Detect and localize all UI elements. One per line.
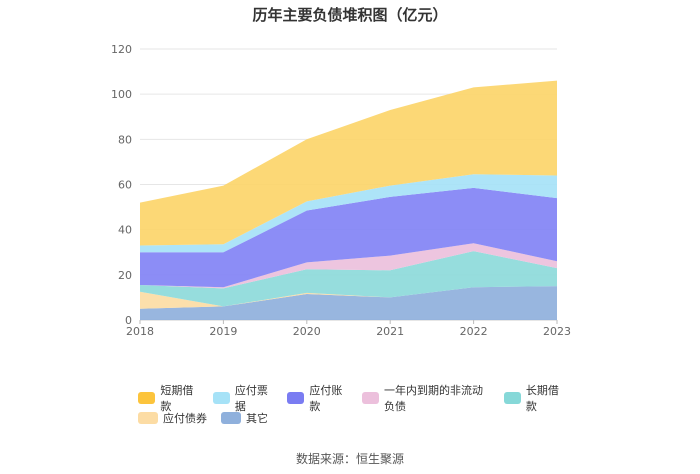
legend-item[interactable]: 应付账款 — [287, 382, 348, 414]
legend-item[interactable]: 应付票据 — [212, 382, 274, 414]
legend-row: 应付债券 其它 — [138, 408, 578, 428]
legend-row: 短期借款 应付票据 应付账款 一年内到期的非流动负债 长期借款 — [138, 384, 578, 413]
area-series-应付票据 — [140, 174, 557, 253]
area-layer — [140, 80, 557, 320]
legend-label: 其它 — [246, 412, 268, 425]
legend-swatch — [361, 392, 379, 404]
x-tick-label: 2018 — [126, 325, 154, 338]
y-tick-label: 100 — [111, 88, 132, 101]
legend-item[interactable]: 应付债券 — [138, 410, 207, 426]
x-tick-label: 2021 — [376, 325, 404, 338]
area-series-应付债券 — [140, 286, 557, 309]
legend-item[interactable]: 长期借款 — [503, 382, 565, 414]
y-tick-label: 80 — [118, 133, 132, 146]
y-tick-label: 0 — [125, 314, 132, 327]
y-tick-label: 60 — [118, 179, 132, 192]
legend-label: 应付票据 — [234, 384, 268, 413]
x-tick-label: 2020 — [293, 325, 321, 338]
y-tick-label: 40 — [118, 224, 132, 237]
legend-label: 长期借款 — [525, 384, 559, 413]
area-series-短期借款 — [140, 80, 557, 246]
legend-swatch — [287, 392, 305, 404]
area-series-一年内到期的非流动负债 — [140, 243, 557, 289]
x-tick-label: 2023 — [543, 325, 571, 338]
legend-swatch — [138, 412, 158, 424]
legend-item[interactable]: 一年内到期的非流动负债 — [361, 382, 490, 414]
chart-title: 历年主要负债堆积图（亿元） — [252, 6, 448, 24]
y-tick-label: 20 — [118, 269, 132, 282]
x-tick-label: 2022 — [460, 325, 488, 338]
legend-label: 短期借款 — [160, 384, 194, 413]
legend-label: 应付账款 — [309, 384, 343, 413]
y-tick-label: 120 — [111, 43, 132, 56]
area-series-应付账款 — [140, 187, 557, 288]
legend-label: 一年内到期的非流动负债 — [383, 384, 483, 413]
legend-item[interactable]: 其它 — [221, 410, 268, 426]
legend-swatch — [138, 392, 156, 404]
legend-swatch — [221, 412, 241, 424]
data-source: 数据来源：恒生聚源 — [295, 452, 404, 466]
x-tick-label: 2019 — [209, 325, 237, 338]
axis-layer: 0 20 40 60 80 100 120 2018 2019 2020 2021 2022 2023 — [111, 43, 571, 338]
legend-label: 应付债券 — [163, 412, 207, 425]
area-series-长期借款 — [140, 251, 557, 307]
legend-swatch — [503, 392, 521, 404]
legend-swatch — [212, 392, 230, 404]
legend-item[interactable]: 短期借款 — [138, 382, 199, 414]
area-series-其它 — [140, 286, 557, 320]
legend: 短期借款 应付票据 应付账款 一年内到期的非流动负债 长期借款应付债券 其它 — [138, 384, 578, 428]
